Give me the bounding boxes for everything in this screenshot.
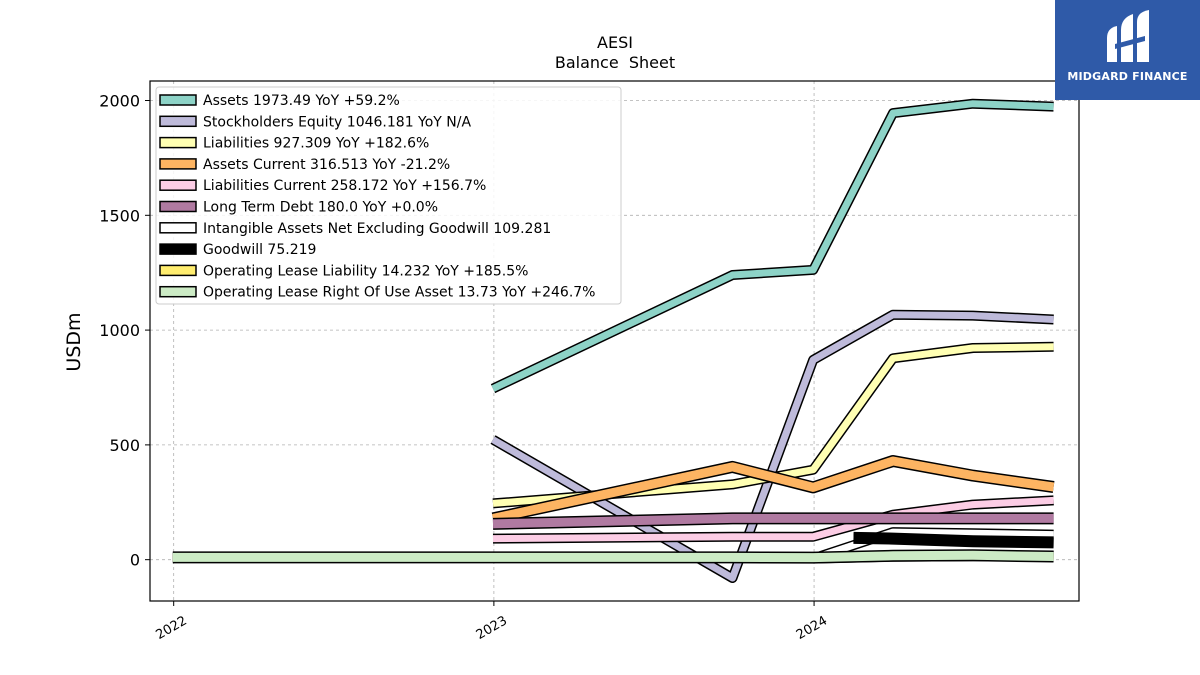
series-line-liabilities [492, 343, 1054, 507]
legend-swatch [159, 264, 197, 277]
legend-entry: Liabilities 927.309 YoY +182.6% [203, 136, 429, 152]
legend-entry: Assets 1973.49 YoY +59.2% [203, 93, 400, 109]
y-tick-label: 500 [109, 436, 140, 455]
brand-logo: MIDGARD FINANCE [1055, 0, 1200, 100]
brand-mark-icon [1107, 10, 1149, 62]
x-tick-label: 2024 [794, 613, 830, 643]
legend-entry: Stockholders Equity 1046.181 YoY N/A [203, 114, 471, 130]
series-line-assets [491, 100, 1054, 392]
legend-entry: Assets Current 316.513 YoY -21.2% [203, 157, 450, 173]
legend-swatch [159, 243, 197, 255]
legend-entry: Operating Lease Liability 14.232 YoY +18… [203, 263, 528, 279]
series-line-long-term-debt [492, 513, 1054, 529]
series-line-liabilities-current [492, 496, 1054, 543]
series-line-intangible-assets-net-excluding-goodwill [812, 528, 1054, 562]
legend-swatch [159, 200, 197, 213]
plot-frame [149, 80, 1080, 602]
legend: Assets 1973.49 YoY +59.2% Stockholders Eq… [155, 86, 622, 305]
legend-swatch [159, 136, 197, 149]
legend-entry: Operating Lease Right Of Use Asset 13.73… [203, 285, 596, 301]
legend-swatch [159, 158, 197, 170]
legend-swatch [159, 222, 197, 234]
x-tick-label: 2022 [154, 613, 190, 643]
chart-subtitle: Balance Sheet [555, 53, 675, 72]
series-line-assets-current [492, 456, 1055, 523]
legend-entry: Long Term Debt 180.0 YoY +0.0% [203, 200, 438, 216]
y-axis-label: USDm [63, 312, 85, 371]
legend-box [155, 86, 622, 305]
legend-swatch [159, 179, 197, 191]
legend-swatch [159, 285, 197, 298]
brand-name: MIDGARD FINANCE [1067, 70, 1188, 83]
series-line-goodwill [853, 533, 1054, 547]
y-tick-label: 1000 [99, 321, 140, 340]
legend-entry: Goodwill 75.219 [203, 242, 316, 258]
legend-swatch [159, 94, 197, 106]
chart-title: AESI [597, 33, 633, 52]
series-lines [172, 98, 1055, 583]
y-tick-label: 1500 [99, 206, 140, 225]
y-tick-label: 2000 [99, 92, 140, 111]
series-line-operating-lease-right-of-use-asset [172, 550, 1054, 563]
legend-entry: Intangible Assets Net Excluding Goodwill… [203, 221, 551, 237]
x-tick-label: 2023 [474, 613, 510, 643]
legend-swatch [159, 115, 197, 128]
y-tick-label: 0 [130, 551, 140, 570]
legend-entry: Liabilities Current 258.172 YoY +156.7% [203, 178, 486, 194]
